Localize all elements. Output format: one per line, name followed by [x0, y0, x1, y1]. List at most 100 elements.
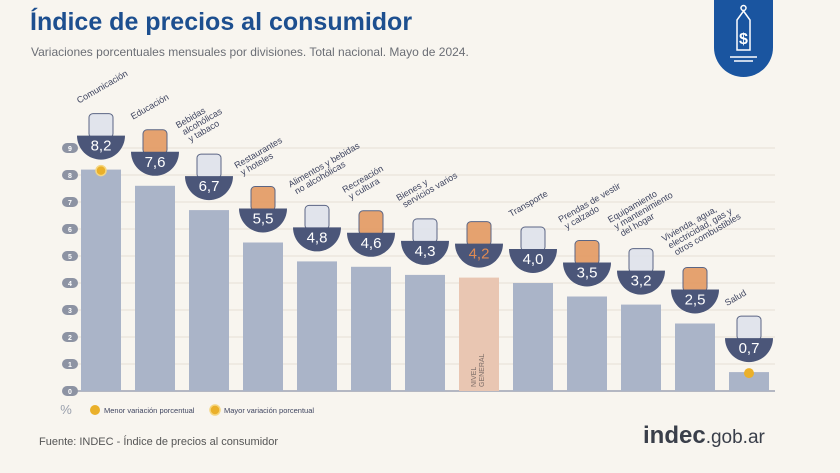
- y-tick-label: 3: [68, 308, 72, 315]
- category-label: Comunicación: [75, 68, 129, 105]
- value-bowl: [239, 208, 287, 233]
- value-label: 7,6: [145, 154, 166, 171]
- value-label: 4,0: [523, 251, 544, 268]
- bar: [297, 261, 337, 391]
- y-tick-label: 1: [68, 362, 72, 369]
- legend-min-label: Menor variación porcentual: [104, 406, 195, 415]
- page-title: Índice de precios al consumidor: [30, 8, 413, 36]
- indec-logo: indec.gob.ar: [643, 422, 765, 450]
- y-tick-label: 9: [68, 146, 72, 153]
- value-label: 0,7: [739, 340, 760, 357]
- y-tick-label: 0: [68, 389, 72, 396]
- category-icon: [736, 315, 762, 341]
- value-label: 4,6: [361, 235, 382, 252]
- y-tick-label: 7: [68, 200, 72, 207]
- category-label: Vivienda, agua,electricidad, gas yotros …: [660, 195, 743, 259]
- category-label: Educación: [129, 92, 170, 122]
- y-tick-pill: [62, 143, 78, 153]
- y-tick-label: 8: [68, 173, 72, 180]
- value-bowl: [671, 289, 719, 314]
- nivel-general-label: NIVELGENERAL: [471, 353, 486, 387]
- value-bowl: [293, 227, 341, 252]
- category-icon: [520, 226, 546, 252]
- category-label: Recreacióny cultura: [341, 163, 390, 202]
- category-icon: [682, 267, 708, 292]
- value-label: 3,5: [577, 265, 598, 282]
- y-tick-pill: [62, 251, 78, 261]
- value-bowl: [725, 338, 774, 363]
- brand-rest: .gob.ar: [705, 427, 765, 448]
- y-tick-pill: [62, 224, 78, 234]
- y-tick-pill: [62, 170, 78, 180]
- brand-bold: indec: [643, 422, 706, 449]
- y-tick-label: 6: [68, 227, 72, 234]
- max-marker: [95, 164, 107, 177]
- value-label: 2,5: [685, 292, 706, 309]
- bar: [567, 296, 607, 391]
- y-tick-pill: [62, 197, 78, 207]
- value-label: 6,7: [199, 178, 220, 195]
- bar: [729, 372, 769, 391]
- legend-min-marker: [90, 405, 100, 415]
- category-icon: [88, 113, 114, 139]
- category-label: Salud: [723, 288, 748, 308]
- bar: [81, 169, 121, 391]
- value-bowl: [401, 240, 449, 265]
- source-note: Fuente: INDEC - Índice de precios al con…: [39, 436, 279, 448]
- value-bowl: [509, 249, 557, 273]
- category-icon: [196, 153, 222, 179]
- svg-text:$: $: [739, 31, 748, 48]
- category-label-line: Comunicación: [75, 68, 129, 105]
- value-label: 8,2: [91, 138, 112, 155]
- price-tag-badge: $: [714, 0, 773, 77]
- y-tick-pill: [62, 305, 78, 315]
- category-label-line: Educación: [129, 92, 170, 122]
- category-icon: [304, 204, 330, 230]
- category-icon: [250, 186, 276, 211]
- y-tick-pill: [62, 386, 78, 396]
- y-tick-label: 5: [68, 254, 72, 261]
- y-tick-label: 4: [68, 281, 72, 288]
- page-subtitle: Variaciones porcentuales mensuales por d…: [31, 45, 469, 59]
- bar: [513, 283, 553, 391]
- value-bowl: [347, 232, 395, 257]
- category-label: Bienes yservicios varios: [395, 162, 460, 210]
- price-tag-dollar-icon: $: [730, 4, 757, 62]
- value-bowl: [455, 243, 503, 268]
- category-icon: [142, 129, 168, 155]
- category-icon: [412, 218, 438, 244]
- y-tick-label: 2: [68, 335, 72, 342]
- value-label: 4,3: [415, 243, 436, 260]
- category-icon: [466, 221, 492, 247]
- value-label: 4,2: [469, 246, 490, 263]
- category-label-line: Salud: [723, 288, 748, 308]
- bar: [459, 277, 499, 391]
- bar: [621, 304, 661, 391]
- category-label: Transporte: [507, 188, 549, 218]
- bar: [189, 210, 229, 391]
- legend-max-label: Mayor variación porcentual: [224, 406, 314, 415]
- value-bowl: [77, 135, 125, 160]
- min-marker: [744, 368, 754, 379]
- bar: [405, 274, 445, 391]
- y-tick-pill: [62, 332, 78, 342]
- category-icon: [574, 240, 600, 265]
- value-label: 3,2: [631, 273, 652, 290]
- category-label: Bebidasalcohólicasy tabaco: [174, 98, 229, 146]
- y-axis-unit: %: [60, 402, 72, 417]
- y-tick-pill: [62, 359, 78, 369]
- value-bowl: [131, 151, 179, 176]
- category-label: Restaurantesy hoteles: [233, 135, 289, 178]
- bar: [135, 185, 175, 391]
- value-bowl: [185, 176, 234, 201]
- bar: [243, 242, 283, 391]
- category-icon: [628, 248, 654, 274]
- legend-max-marker: [209, 404, 221, 416]
- value-bowl: [617, 270, 665, 295]
- category-icon: [358, 210, 384, 236]
- value-label: 5,5: [253, 211, 274, 228]
- bar: [351, 266, 391, 391]
- nivel-general-line: NIVEL: [471, 367, 478, 387]
- nivel-general-line: GENERAL: [479, 353, 486, 387]
